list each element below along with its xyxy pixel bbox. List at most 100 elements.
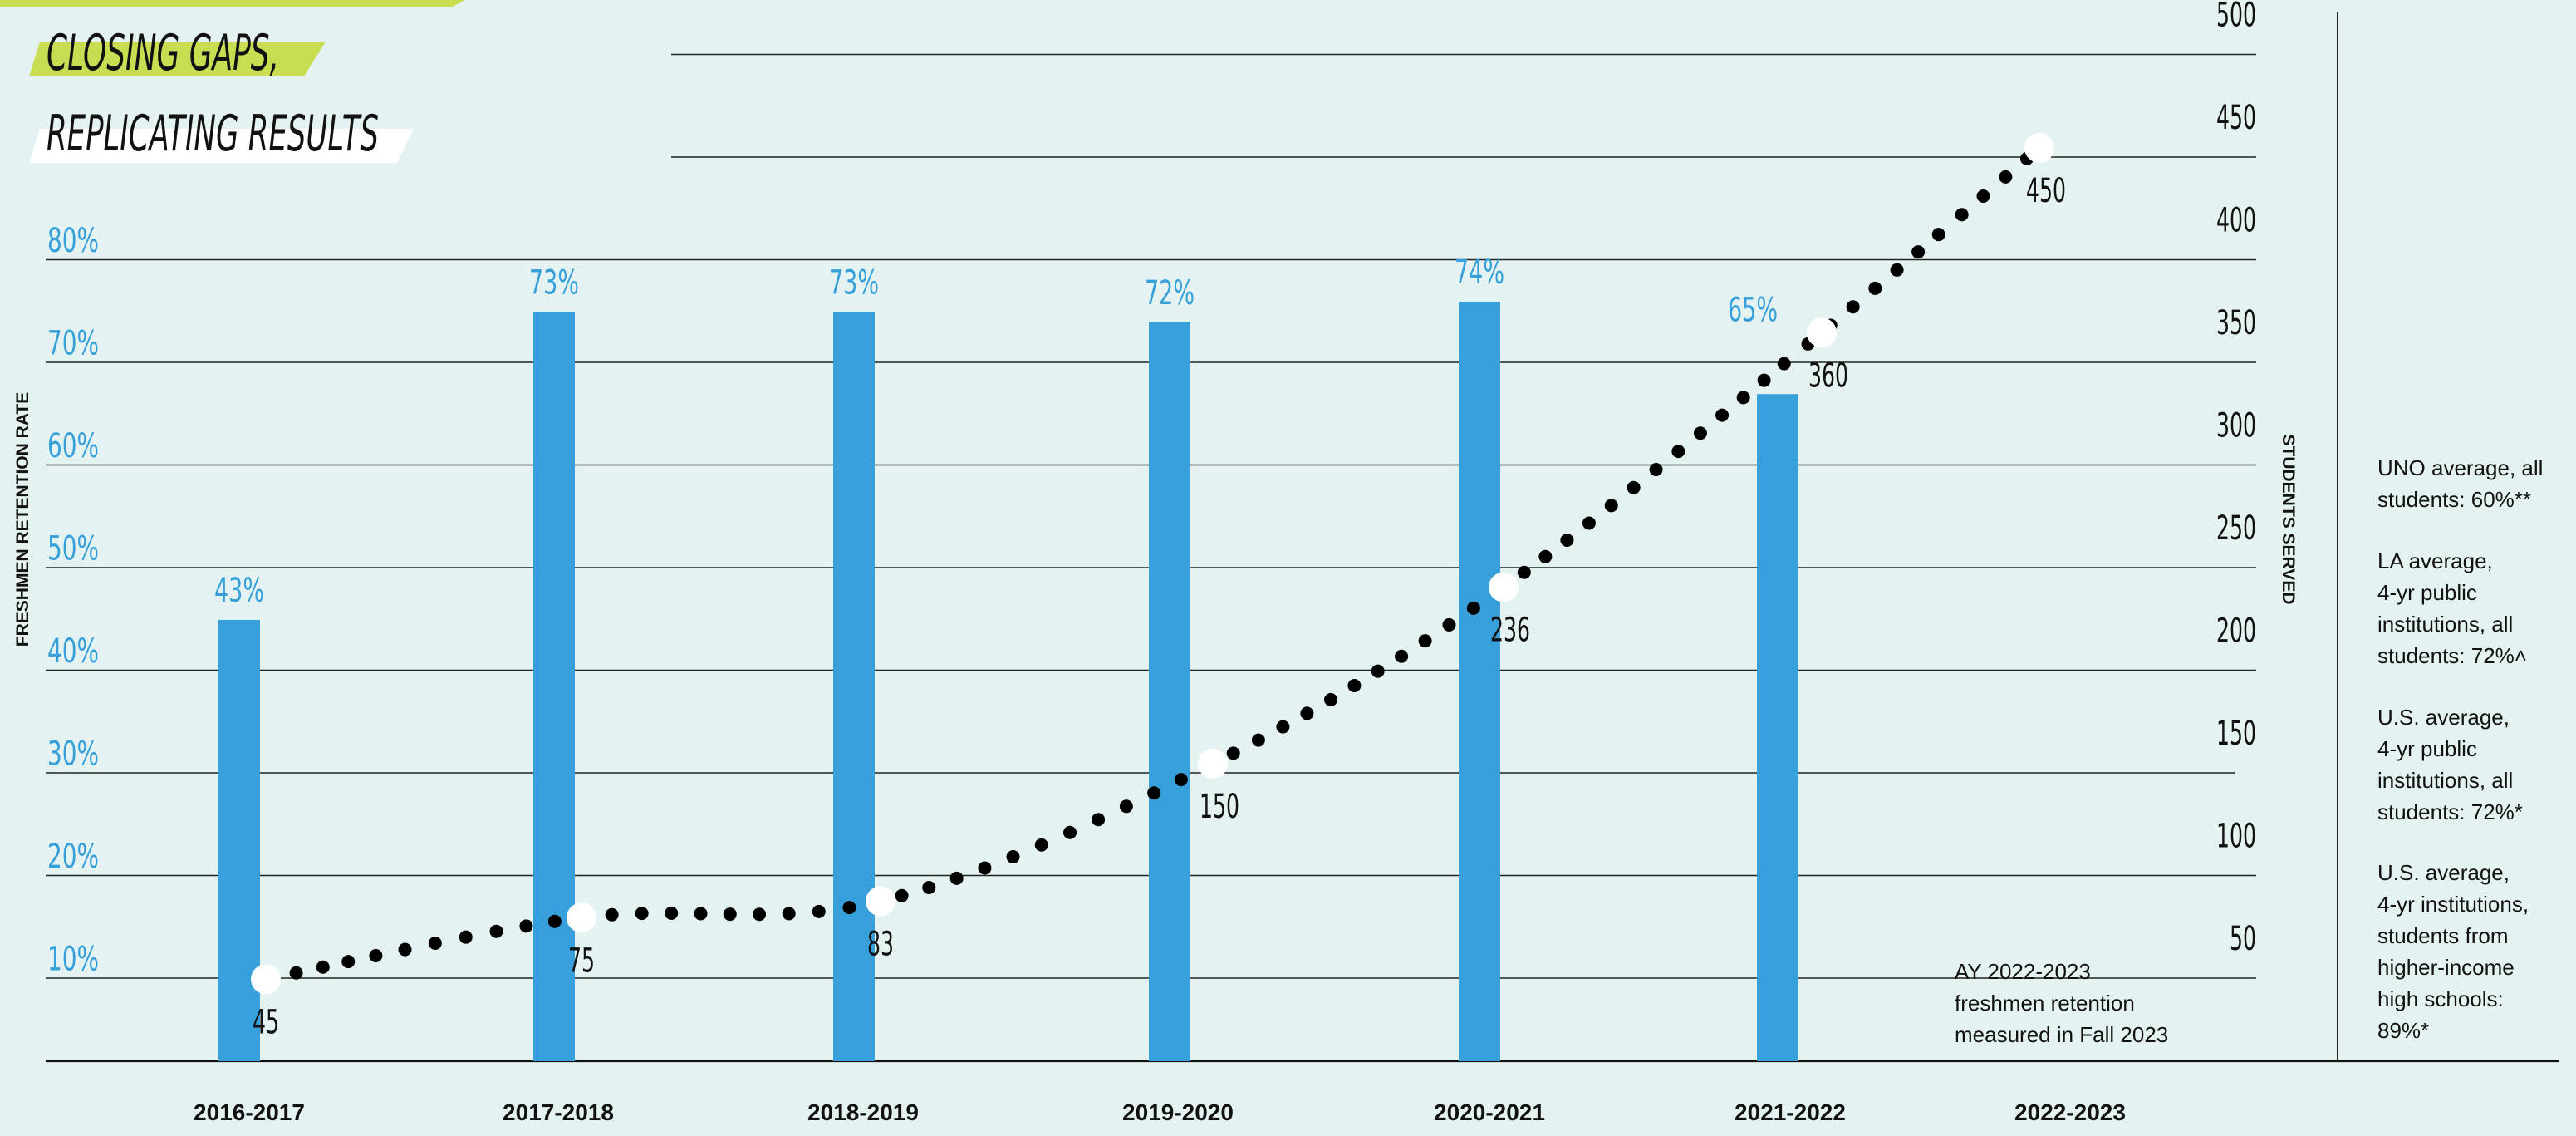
bar bbox=[1459, 302, 1500, 1062]
benchmark-item-3: U.S. average, 4-yr public institutions, … bbox=[2377, 705, 2523, 824]
student-point bbox=[251, 964, 281, 995]
x-tick-label: 2022-2023 bbox=[2014, 1099, 2126, 1125]
benchmark-item-4: U.S. average, 4-yr institutions, student… bbox=[2377, 860, 2529, 1043]
student-value-label: 236 bbox=[1490, 612, 1530, 650]
trend-dot bbox=[1757, 373, 1771, 387]
trend-dot bbox=[605, 907, 619, 922]
trend-dot bbox=[1671, 445, 1685, 459]
trend-dot bbox=[547, 914, 562, 928]
y2-tick-label: 150 bbox=[2216, 715, 2256, 753]
trend-dot bbox=[1034, 838, 1048, 852]
trend-dot bbox=[782, 907, 796, 921]
trend-dot bbox=[1251, 733, 1265, 747]
y2-tick-label: 50 bbox=[2230, 920, 2256, 958]
trend-dot bbox=[665, 906, 679, 920]
student-point bbox=[866, 886, 895, 917]
trend-dot bbox=[949, 871, 964, 885]
y2-tick-label: 400 bbox=[2216, 202, 2256, 240]
trend-dot bbox=[428, 937, 442, 951]
bar bbox=[1149, 322, 1190, 1061]
bar bbox=[1757, 394, 1798, 1061]
student-point bbox=[1489, 572, 1519, 602]
trend-dot bbox=[1999, 170, 2013, 184]
bar bbox=[218, 619, 260, 1061]
bar-value-label: 74% bbox=[1455, 253, 1504, 292]
trend-dot bbox=[1347, 679, 1362, 693]
trend-dot bbox=[1931, 228, 1945, 242]
trend-dot bbox=[369, 948, 383, 962]
trend-dot bbox=[1538, 549, 1553, 563]
trend-dot bbox=[1715, 408, 1730, 422]
x-tick-label: 2020-2021 bbox=[1434, 1099, 1545, 1125]
title-banner-white bbox=[29, 129, 414, 163]
student-value-label: 45 bbox=[253, 1003, 279, 1041]
title-banner-lime bbox=[29, 42, 326, 76]
trend-dot bbox=[1226, 746, 1240, 760]
trend-dot bbox=[1119, 799, 1133, 814]
trend-dot bbox=[341, 955, 356, 969]
x-tick-label: 2019-2020 bbox=[1122, 1099, 1234, 1125]
x-tick-label: 2021-2022 bbox=[1735, 1099, 1846, 1125]
trend-dot bbox=[1092, 813, 1106, 827]
student-value-label: 450 bbox=[2026, 172, 2066, 210]
student-value-label: 150 bbox=[1200, 788, 1239, 826]
bar bbox=[533, 312, 575, 1061]
trend-dot bbox=[1276, 720, 1290, 734]
trend-dot bbox=[398, 942, 412, 957]
trend-dot bbox=[1300, 706, 1314, 720]
trend-dot bbox=[1777, 357, 1791, 371]
trend-dot bbox=[1955, 208, 1969, 222]
trend-dot bbox=[459, 930, 473, 944]
trend-dot bbox=[1890, 263, 1904, 277]
title-line-2: REPLICATING RESULTS bbox=[47, 105, 379, 163]
trend-dot bbox=[1736, 391, 1750, 405]
trend-dot bbox=[316, 960, 330, 974]
trend-dot bbox=[1395, 649, 1409, 663]
trend-dot bbox=[1627, 480, 1641, 494]
trend-dot bbox=[519, 919, 533, 933]
y-tick-label: 70% bbox=[47, 325, 99, 363]
trend-dot bbox=[1006, 850, 1020, 864]
trend-dot bbox=[289, 966, 303, 980]
y2-tick-label: 450 bbox=[2216, 99, 2256, 137]
trend-dot bbox=[1604, 499, 1618, 513]
bar bbox=[833, 312, 875, 1061]
trend-dot bbox=[1063, 825, 1077, 839]
benchmark-item-1: UNO average, all students: 60%** bbox=[2377, 455, 2544, 512]
bar-value-label: 73% bbox=[529, 263, 579, 302]
trend-dot bbox=[1911, 245, 1926, 259]
gridlines bbox=[46, 12, 2559, 1063]
bar-value-label: 73% bbox=[829, 263, 879, 302]
y-tick-label: 60% bbox=[47, 427, 99, 465]
x-tick-label: 2017-2018 bbox=[503, 1099, 614, 1125]
student-point bbox=[567, 902, 596, 933]
trend-dot bbox=[978, 861, 992, 875]
x-tick-label: 2018-2019 bbox=[807, 1099, 919, 1125]
trend-dot bbox=[489, 924, 503, 938]
y-axis-label: FRESHMEN RETENTION RATE bbox=[13, 392, 32, 647]
y-tick-label: 30% bbox=[47, 735, 99, 774]
student-point bbox=[1807, 317, 1837, 348]
student-value-label: 83 bbox=[867, 925, 894, 963]
trend-dot bbox=[1418, 634, 1432, 648]
labels: 43% 73% 73% 72% 74% 65% 10% 20% 30% 40% 50% 60% 70% 8… bbox=[47, 0, 2256, 1125]
y-tick-label: 20% bbox=[47, 838, 99, 876]
trend-dot bbox=[1560, 533, 1574, 547]
trend-dot bbox=[922, 881, 936, 895]
trend-dot bbox=[1517, 565, 1531, 579]
trend-dot bbox=[1174, 773, 1188, 787]
y2-tick-label: 500 bbox=[2216, 0, 2256, 35]
student-value-label: 75 bbox=[568, 942, 595, 980]
y2-tick-label: 100 bbox=[2216, 818, 2256, 856]
trend-dot bbox=[1324, 692, 1338, 706]
trend-dot bbox=[1147, 786, 1161, 800]
student-value-label: 360 bbox=[1808, 357, 1848, 395]
trend-dot bbox=[1868, 281, 1882, 295]
trend-dot bbox=[1693, 426, 1707, 440]
bar-value-label: 72% bbox=[1145, 274, 1195, 312]
trend-dot bbox=[1442, 617, 1456, 632]
retention-note: AY 2022-2023 freshmen retention measured… bbox=[1955, 959, 2169, 1047]
trend-dot bbox=[1466, 601, 1480, 615]
trend-dot bbox=[895, 888, 909, 902]
